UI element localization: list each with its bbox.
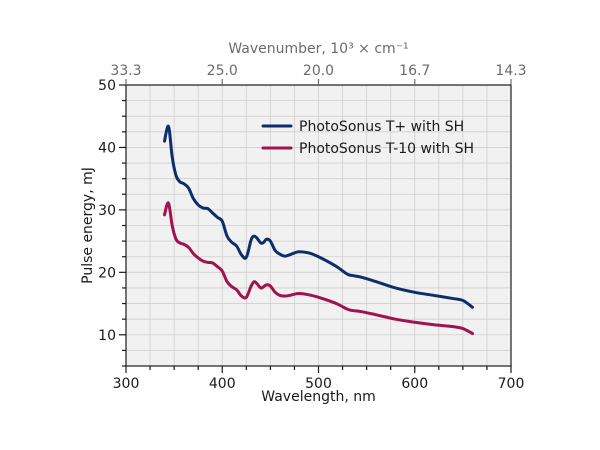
- axis-ticks: [119, 79, 512, 373]
- legend-label-photosonus-t-plus: PhotoSonus T+ with SH: [299, 119, 464, 135]
- y-tick-label: 20: [98, 265, 116, 281]
- top-tick-label: 20.0: [303, 63, 334, 79]
- x-tick-label: 300: [113, 376, 140, 392]
- y-axis-title: Pulse energy, mJ: [80, 167, 96, 284]
- x-tick-label: 700: [498, 376, 525, 392]
- y-tick-label: 40: [98, 140, 116, 156]
- legend: PhotoSonus T+ with SH PhotoSonus T-10 wi…: [261, 119, 474, 157]
- top-tick-label: 16.7: [399, 63, 430, 79]
- top-tick-label: 33.3: [110, 63, 141, 79]
- legend-label-photosonus-t-10: PhotoSonus T-10 with SH: [299, 141, 474, 157]
- x-tick-label: 500: [305, 376, 332, 392]
- series-lines: [163, 124, 474, 336]
- top-tick-label: 14.3: [495, 63, 526, 79]
- x-tick-label: 400: [209, 376, 236, 392]
- y-tick-label: 30: [98, 203, 116, 219]
- x-tick-label: 600: [401, 376, 428, 392]
- top-axis-title: Wavenumber, 10³ × cm⁻¹: [228, 41, 408, 57]
- x-axis-title: Wavelength, nm: [261, 389, 375, 405]
- y-tick-label: 50: [98, 78, 116, 94]
- y-tick-label: 10: [98, 328, 116, 344]
- top-tick-label: 25.0: [207, 63, 238, 79]
- series-line-photosonus-t-plus: [163, 124, 474, 309]
- series-line-photosonus-t-10: [163, 201, 474, 336]
